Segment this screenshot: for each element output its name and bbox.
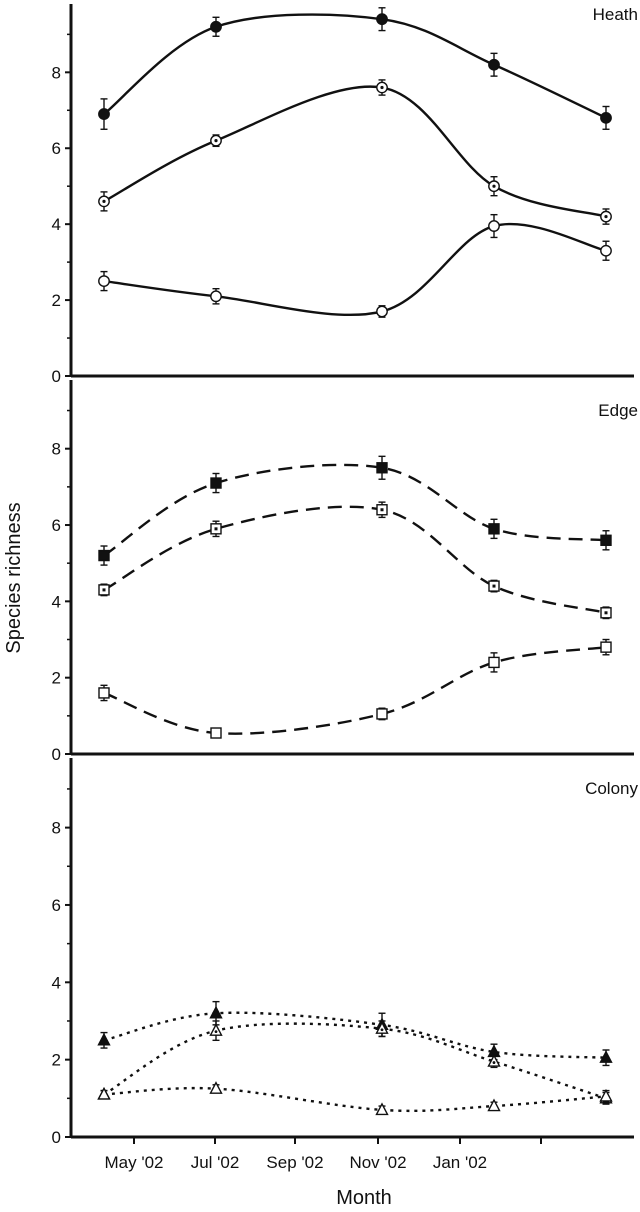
circle-marker xyxy=(376,13,388,26)
series-open-square xyxy=(98,638,612,739)
circle-marker xyxy=(98,275,110,288)
triangle-marker xyxy=(487,1098,501,1112)
y-tick-label: 6 xyxy=(52,516,61,535)
triangle-marker xyxy=(209,1023,223,1036)
series-filled-square xyxy=(98,455,612,566)
triangle-marker xyxy=(97,1032,111,1046)
x-tick-label: Jul '02 xyxy=(191,1153,240,1172)
square-marker xyxy=(600,641,612,653)
marker-center-dot xyxy=(492,184,496,188)
marker-center-dot xyxy=(604,214,608,219)
square-marker xyxy=(376,462,388,474)
triangle-marker xyxy=(599,1050,613,1063)
triangle-marker xyxy=(97,1086,111,1100)
y-tick-label: 4 xyxy=(52,973,61,992)
circle-marker xyxy=(600,244,612,257)
marker-center-dot xyxy=(214,139,218,143)
marker-center-dot xyxy=(214,527,218,531)
panel-edge: 0 2 4 6 8 Edge xyxy=(52,380,638,764)
x-tick-label: May '02 xyxy=(105,1153,164,1172)
y-tick-label: 2 xyxy=(52,669,61,688)
x-axis-title: Month xyxy=(336,1187,392,1209)
y-tick-label: 2 xyxy=(52,1051,61,1070)
y-tick-label: 4 xyxy=(52,592,61,611)
square-marker xyxy=(98,687,110,699)
square-marker xyxy=(376,708,388,720)
y-tick-label: 8 xyxy=(52,63,61,82)
circle-marker xyxy=(210,290,222,303)
panel-title: Heath xyxy=(593,5,638,24)
square-marker xyxy=(488,656,500,669)
y-tick-label: 0 xyxy=(52,745,61,764)
marker-center-dot xyxy=(380,508,384,512)
series-line xyxy=(103,85,607,218)
circle-marker xyxy=(600,111,612,124)
square-marker xyxy=(488,523,500,535)
triangle-marker xyxy=(209,1081,223,1094)
series-line xyxy=(103,222,607,317)
triangle-marker xyxy=(599,1088,613,1102)
y-tick-label: 8 xyxy=(52,819,61,838)
y-tick-label: 4 xyxy=(52,215,61,234)
series-line xyxy=(103,463,607,557)
y-tick-label: 6 xyxy=(52,896,61,915)
square-marker xyxy=(98,549,110,562)
y-tick-label: 6 xyxy=(52,139,61,158)
marker-center-dot xyxy=(380,1028,384,1032)
series-dotted-circle xyxy=(98,79,612,225)
series-line xyxy=(103,505,607,614)
series-line xyxy=(103,1011,607,1059)
square-marker xyxy=(600,534,612,546)
circle-marker xyxy=(210,20,222,33)
panel-colony: 0 2 4 6 8 May '02 Jul '02 Sep '02 Nov '02 Jan '02… xyxy=(52,758,638,1172)
series-dotted-square xyxy=(98,501,612,620)
panel-heath: 0 2 4 6 8 Heath xyxy=(52,4,638,386)
square-marker xyxy=(210,477,222,489)
circle-marker xyxy=(376,305,388,318)
y-tick-label: 8 xyxy=(52,440,61,459)
series-line xyxy=(103,13,607,119)
panel-title: Edge xyxy=(598,401,638,420)
triangle-marker xyxy=(375,1102,389,1116)
series-open-triangle xyxy=(97,1081,613,1116)
series-line xyxy=(103,1086,607,1113)
y-axis-title: Species richness xyxy=(3,502,25,653)
y-tick-label: 2 xyxy=(52,291,61,310)
circle-marker xyxy=(488,220,500,232)
series-filled-circle xyxy=(98,7,612,130)
triangle-marker xyxy=(375,1021,389,1034)
triangle-marker xyxy=(487,1054,501,1067)
series-open-circle xyxy=(98,213,612,318)
panel-title: Colony xyxy=(585,779,638,798)
circle-marker xyxy=(98,108,110,120)
series-line xyxy=(103,645,607,735)
marker-center-dot xyxy=(380,85,384,90)
y-tick-label: 0 xyxy=(52,1128,61,1147)
marker-center-dot xyxy=(492,584,496,588)
x-tick-label: Nov '02 xyxy=(349,1153,406,1172)
y-tick-label: 0 xyxy=(52,367,61,386)
x-tick-label: Sep '02 xyxy=(266,1153,323,1172)
triangle-marker xyxy=(209,1005,223,1019)
series-line xyxy=(103,1022,607,1100)
series-dotted-triangle xyxy=(97,1020,613,1105)
series-filled-triangle xyxy=(97,1000,613,1067)
square-marker xyxy=(210,727,222,739)
circle-marker xyxy=(488,58,500,71)
x-tick-label: Jan '02 xyxy=(433,1153,487,1172)
marker-center-dot xyxy=(214,1030,218,1034)
marker-center-dot xyxy=(102,588,106,592)
marker-center-dot xyxy=(492,1061,496,1064)
marker-center-dot xyxy=(604,611,608,615)
marker-center-dot xyxy=(102,199,106,203)
